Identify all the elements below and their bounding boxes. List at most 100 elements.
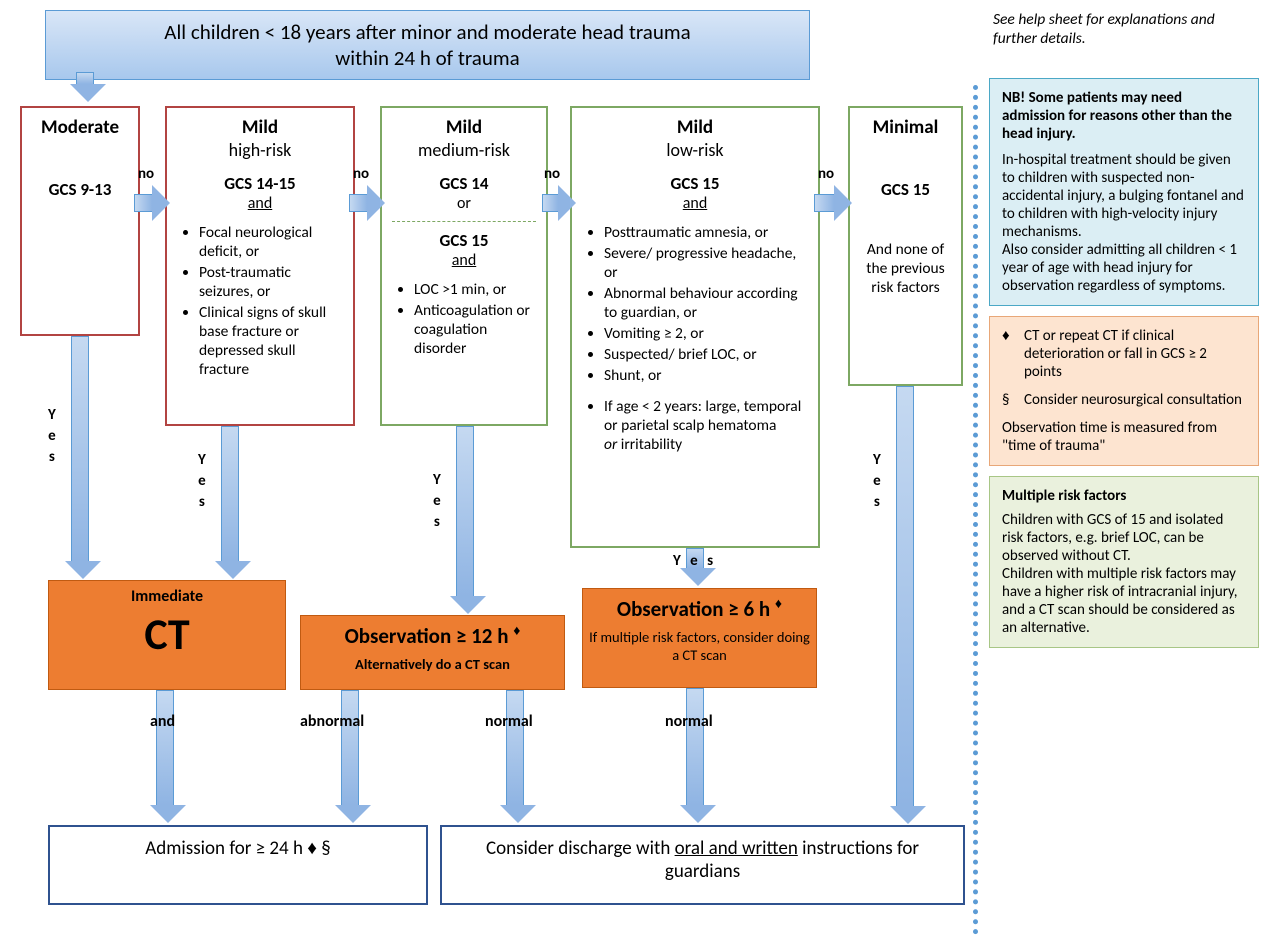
green-p1: Children with GCS of 15 and isolated ris… xyxy=(1002,511,1246,565)
label-normal-1: normal xyxy=(485,712,533,731)
list-item: Shunt, or xyxy=(604,366,808,385)
sidebar-orange-box: ♦ CT or repeat CT if clinical deteriorat… xyxy=(989,316,1259,466)
mild-med-sub: medium-risk xyxy=(392,139,536,161)
ct-pre: Immediate xyxy=(55,587,279,606)
mild-med-title: Mild xyxy=(392,116,536,139)
label-yes-moderate: Y e s xyxy=(48,405,59,468)
help-note: See help sheet for explanations and furt… xyxy=(989,10,1259,48)
list-item: Severe/ progressive headache, or xyxy=(604,244,808,282)
list-item: Clinical signs of skull base fracture or… xyxy=(199,303,343,379)
mild-low-gcs: GCS 15 xyxy=(582,173,808,194)
label-normal-2: normal xyxy=(665,712,713,731)
obs12-sub: Alternatively do a CT scan xyxy=(307,655,558,673)
label-yes-minimal: Y e s xyxy=(873,450,884,513)
arrow-no-2 xyxy=(349,185,385,221)
extra-prefix: If age < 2 years: large, temporal or par… xyxy=(604,397,801,435)
list-item: Vomiting ≥ 2, or xyxy=(604,324,808,343)
action-obs6: Observation ≥ 6 h ♦ If multiple risk fac… xyxy=(582,588,817,688)
final-discharge: Consider discharge with oral and written… xyxy=(440,825,965,905)
ct-main: CT xyxy=(55,606,279,663)
obs6-sym: ♦ xyxy=(775,595,782,612)
arrow-yes-mildhigh xyxy=(215,426,245,579)
mild-med-gcs2: GCS 15 xyxy=(392,230,536,251)
list-item: If age < 2 years: large, temporal or par… xyxy=(604,397,808,454)
arrow-no-1 xyxy=(134,185,170,221)
obs12-main: Observation ≥ 12 h xyxy=(345,623,509,649)
arrow-no-3 xyxy=(542,185,576,221)
blue-p1: In-hospital treatment should be given to… xyxy=(1002,151,1246,241)
mild-med-list: LOC >1 min, or Anticoagulation or coagul… xyxy=(392,280,536,358)
minimal-note: And none of the previous risk factors xyxy=(860,240,951,297)
minimal-title: Minimal xyxy=(860,116,951,139)
orange-section: Consider neurosurgical consultation xyxy=(1024,391,1246,409)
category-minimal: Minimal GCS 15 And none of the previous … xyxy=(848,106,963,386)
arrow-obs12-normal xyxy=(500,690,530,823)
action-obs12: Observation ≥ 12 h ♦ Alternatively do a … xyxy=(300,615,565,690)
discharge-u: oral and written xyxy=(675,837,798,860)
action-ct: Immediate CT xyxy=(48,580,286,690)
mild-med-conj: and xyxy=(392,251,536,270)
arrow-header-down xyxy=(70,72,100,102)
arrow-yes-mildmed xyxy=(450,426,480,614)
list-item: Post-traumatic seizures, or xyxy=(199,263,343,301)
label-no-2: no xyxy=(353,165,369,183)
orange-foot: Observation time is measured from "time … xyxy=(1002,419,1246,455)
divider xyxy=(392,221,536,222)
mild-med-gcs1: GCS 14 xyxy=(392,173,536,194)
list-item: Posttraumatic amnesia, or xyxy=(604,223,808,242)
header-line1: All children < 18 years after minor and … xyxy=(164,19,690,45)
arrow-obs12-abnormal xyxy=(335,690,365,823)
label-abnormal: abnormal xyxy=(300,712,364,731)
final-admit: Admission for ≥ 24 h ♦ § xyxy=(48,825,428,905)
label-no-4: no xyxy=(818,165,834,183)
label-no-3: no xyxy=(544,165,560,183)
green-p2: Children with multiple risk factors may … xyxy=(1002,565,1246,637)
arrow-no-4 xyxy=(814,185,852,221)
flowchart-canvas: All children < 18 years after minor and … xyxy=(10,10,980,950)
discharge-pre: Consider discharge with xyxy=(486,837,675,860)
extra-suffix: irritability xyxy=(617,435,682,454)
blue-bold: NB! Some patients may need admission for… xyxy=(1002,89,1246,143)
mild-high-sub: high-risk xyxy=(177,139,343,161)
mild-low-conj: and xyxy=(582,194,808,213)
blue-p2: Also consider admitting all children < 1… xyxy=(1002,241,1246,295)
vertical-divider xyxy=(973,85,978,935)
header-box: All children < 18 years after minor and … xyxy=(45,10,810,80)
diamond-icon: ♦ xyxy=(1002,327,1024,381)
mild-high-conj: and xyxy=(177,194,343,213)
label-yes-mildhigh: Y e s xyxy=(198,450,209,513)
label-yes-mildlow: Y e s xyxy=(673,552,716,570)
moderate-title: Moderate xyxy=(32,116,128,139)
arrow-yes-minimal xyxy=(890,386,920,824)
mild-high-gcs: GCS 14-15 xyxy=(177,173,343,194)
arrow-ct-down xyxy=(150,690,180,823)
list-item: Suspected/ brief LOC, or xyxy=(604,345,808,364)
admit-text: Admission for ≥ 24 h ♦ § xyxy=(145,837,330,860)
extra-or: or xyxy=(604,435,617,454)
mild-low-extra: If age < 2 years: large, temporal or par… xyxy=(582,397,808,454)
mild-high-list: Focal neurological deficit, or Post-trau… xyxy=(177,223,343,379)
list-item: LOC >1 min, or xyxy=(414,280,536,299)
category-mild-medium: Mild medium-risk GCS 14 or GCS 15 and LO… xyxy=(380,106,548,426)
label-no-1: no xyxy=(138,165,154,183)
sidebar: See help sheet for explanations and furt… xyxy=(984,10,1259,658)
sidebar-blue-box: NB! Some patients may need admission for… xyxy=(989,78,1259,306)
green-title: Multiple risk factors xyxy=(1002,487,1246,505)
obs6-sub: If multiple risk factors, consider doing… xyxy=(589,628,810,664)
section-icon: § xyxy=(1002,391,1024,409)
moderate-gcs: GCS 9-13 xyxy=(32,179,128,200)
label-and: and xyxy=(150,712,175,731)
list-item: Anticoagulation or coagulation disorder xyxy=(414,301,536,358)
orange-diamond: CT or repeat CT if clinical deterioratio… xyxy=(1024,327,1246,381)
arrow-obs6-normal xyxy=(680,688,710,823)
mild-low-title: Mild xyxy=(582,116,808,139)
list-item: Focal neurological deficit, or xyxy=(199,223,343,261)
mild-high-title: Mild xyxy=(177,116,343,139)
arrow-yes-moderate xyxy=(65,336,95,579)
label-yes-mildmed: Y e s xyxy=(433,470,444,533)
obs12-sym: ♦ xyxy=(513,622,520,639)
mild-low-list: Posttraumatic amnesia, or Severe/ progre… xyxy=(582,223,808,385)
category-mild-high: Mild high-risk GCS 14-15 and Focal neuro… xyxy=(165,106,355,426)
header-line2: within 24 h of trauma xyxy=(335,45,519,71)
list-item: Abnormal behaviour according to guardian… xyxy=(604,284,808,322)
